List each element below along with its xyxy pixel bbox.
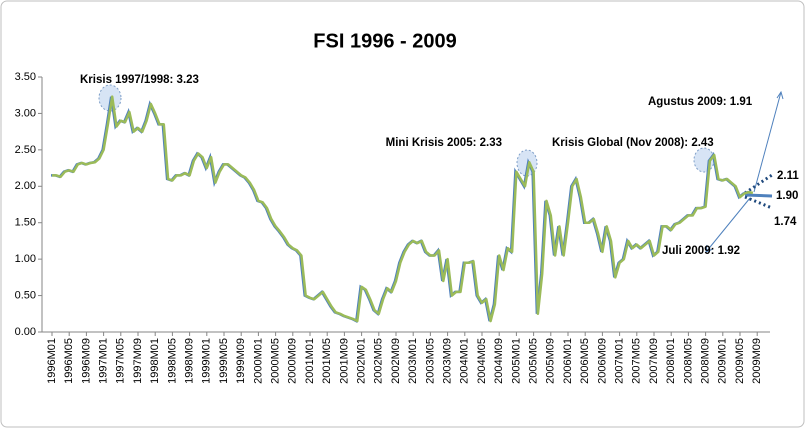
x-tick-label: 1996M09 [80, 338, 92, 384]
x-tick-label: 2000M09 [287, 338, 299, 384]
x-tick-label: 1996M01 [46, 338, 58, 384]
x-tick-label: 2007M09 [648, 338, 660, 384]
x-tick-label: 2002M09 [390, 338, 402, 384]
x-tick-label: 2009M09 [751, 338, 763, 384]
x-tick-label: 1998M01 [149, 338, 161, 384]
x-tick-label: 2006M05 [579, 338, 591, 384]
x-tick-label: 2007M01 [614, 338, 626, 384]
annotation: Krisis 1997/1998: 3.23 [80, 74, 199, 86]
arrow [753, 91, 782, 193]
forecast-upper [744, 173, 773, 195]
x-tick-label: 2000M05 [270, 338, 282, 384]
arrow [705, 197, 751, 253]
x-tick-label: 2004M05 [476, 338, 488, 384]
x-tick-label: 2005M05 [528, 338, 540, 384]
x-tick-label: 1999M05 [218, 338, 230, 384]
y-tick-label: 3.00 [15, 107, 36, 119]
x-tick-label: 1999M09 [235, 338, 247, 384]
x-tick-label: 2003M09 [442, 338, 454, 384]
x-tick-label: 1999M01 [201, 338, 213, 384]
x-tick-label: 2001M05 [321, 338, 333, 384]
x-tick-label: 2008M05 [682, 338, 694, 384]
x-tick-label: 2002M05 [373, 338, 385, 384]
y-tick-label: 0.00 [15, 326, 36, 338]
arrow-head [705, 244, 714, 253]
arrow-head [776, 90, 784, 100]
x-tick-label: 1997M09 [132, 338, 144, 384]
x-tick-label: 2003M01 [407, 338, 419, 384]
x-tick-label: 1998M09 [184, 338, 196, 384]
x-tick-label: 2008M09 [700, 338, 712, 384]
x-tick-label: 2009M05 [734, 338, 746, 384]
x-tick-label: 2005M01 [510, 338, 522, 384]
chart-title: FSI 1996 - 2009 [313, 30, 456, 52]
arrows [705, 90, 784, 253]
annotation: Juli 2009: 1.92 [662, 245, 740, 257]
x-tick-label: 2007M05 [631, 338, 643, 384]
x-tick-label: 2006M01 [562, 338, 574, 384]
annotation: Agustus 2009: 1.91 [648, 96, 753, 108]
x-tick-label: 2002M01 [356, 338, 368, 384]
line [52, 95, 754, 323]
y-tick-label: 2.00 [15, 180, 36, 192]
x-tick-label: 1997M05 [115, 338, 127, 384]
forecast-mid [744, 193, 773, 198]
x-tick-label: 2006M09 [596, 338, 608, 384]
x-tick-label: 1996M05 [63, 338, 75, 384]
annotation: 1.90 [776, 190, 798, 202]
y-tick-label: 1.50 [15, 217, 36, 229]
annotation: Mini Krisis 2005: 2.33 [386, 137, 502, 149]
x-tick-label: 1998M05 [166, 338, 178, 384]
y-tick-label: 2.50 [15, 144, 36, 156]
annotation: 1.74 [774, 216, 797, 228]
annotation: 2.11 [777, 170, 799, 182]
x-tick-label: 2008M01 [665, 338, 677, 384]
x-tick-label: 2001M09 [338, 338, 350, 384]
x-tick-label: 2009M01 [717, 338, 729, 384]
x-tick-label: 2003M05 [424, 338, 436, 384]
x-tick-label: 1997M01 [98, 338, 110, 384]
y-tick-label: 1.00 [15, 253, 36, 265]
x-tick-label: 2000M01 [252, 338, 264, 384]
annotation: Krisis Global (Nov 2008): 2.43 [552, 137, 714, 149]
x-tick-label: 2001M01 [304, 338, 316, 384]
y-tick-label: 3.50 [15, 71, 36, 83]
x-tick-label: 2004M09 [493, 338, 505, 384]
x-tick-label: 2004M01 [459, 338, 471, 384]
y-tick-label: 0.50 [15, 289, 36, 301]
x-tick-label: 2005M09 [545, 338, 557, 384]
